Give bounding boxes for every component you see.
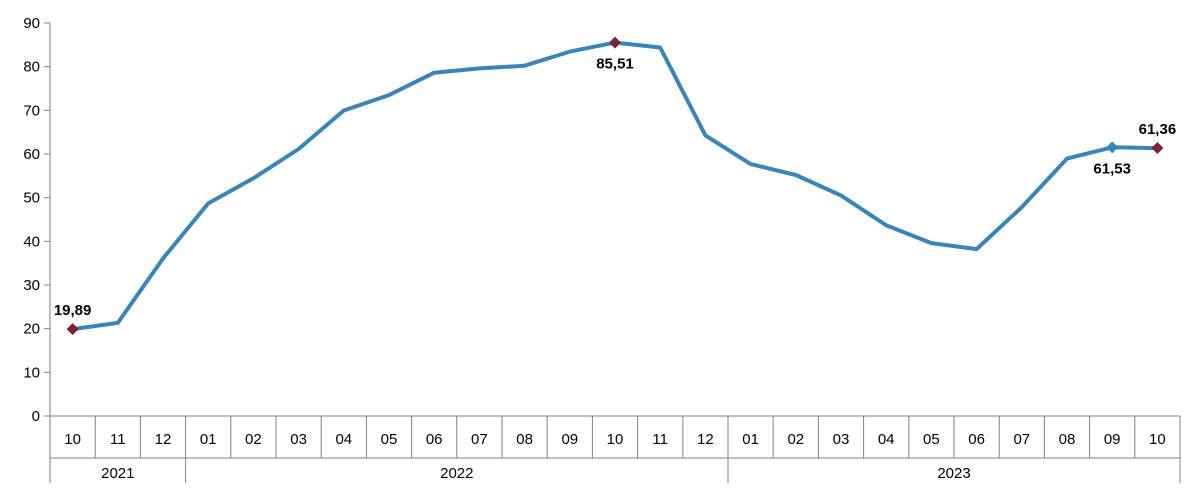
x-tick-label: 07 [471,431,488,448]
data-label: 19,89 [54,302,92,319]
y-tick-label: 80 [23,59,40,76]
y-tick-label: 30 [23,277,40,294]
y-tick-label: 60 [23,146,40,163]
data-label: 85,51 [596,56,634,73]
x-tick-label: 06 [426,431,443,448]
y-tick-label: 0 [32,408,40,425]
series-line [70,40,1160,332]
x-year-label: 2023 [937,465,970,482]
data-point-marker [609,36,621,49]
x-tick-label: 09 [561,431,578,448]
x-tick-label: 12 [697,431,714,448]
x-tick-label: 09 [1104,431,1121,448]
y-tick-label: 90 [23,15,40,32]
y-tick-label: 70 [23,102,40,119]
x-tick-label: 05 [381,431,398,448]
x-tick-label: 11 [110,431,126,448]
x-tick-label: 02 [245,431,262,448]
y-tick-label: 20 [23,321,40,338]
x-year-label: 2022 [440,465,473,482]
x-tick-label: 10 [64,431,81,448]
x-tick-label: 03 [290,431,307,448]
x-tick-label: 01 [742,431,759,448]
x-tick-label: 11 [652,431,668,448]
x-tick-label: 10 [1149,431,1166,448]
x-tick-label: 06 [968,431,985,448]
x-tick-label: 05 [923,431,940,448]
x-tick-label: 03 [833,431,850,448]
data-point-marker [66,323,79,336]
x-tick-label: 08 [1059,431,1076,448]
x-tick-label: 08 [516,431,533,448]
y-tick-label: 10 [23,364,40,381]
y-tick-label: 50 [23,190,40,207]
x-tick-label: 04 [878,431,895,448]
x-year-label: 2021 [101,465,134,482]
x-tick-label: 04 [335,431,352,448]
x-tick-label: 10 [607,431,624,448]
data-point-marker [1151,142,1164,155]
x-tick-label: 12 [155,431,172,448]
x-tick-label: 02 [787,431,804,448]
data-label: 61,53 [1093,160,1131,177]
x-tick-label: 07 [1013,431,1030,448]
data-label: 61,36 [1139,121,1177,138]
x-tick-label: 01 [200,431,217,448]
y-tick-label: 40 [23,233,40,250]
data-point-marker [1106,141,1119,154]
